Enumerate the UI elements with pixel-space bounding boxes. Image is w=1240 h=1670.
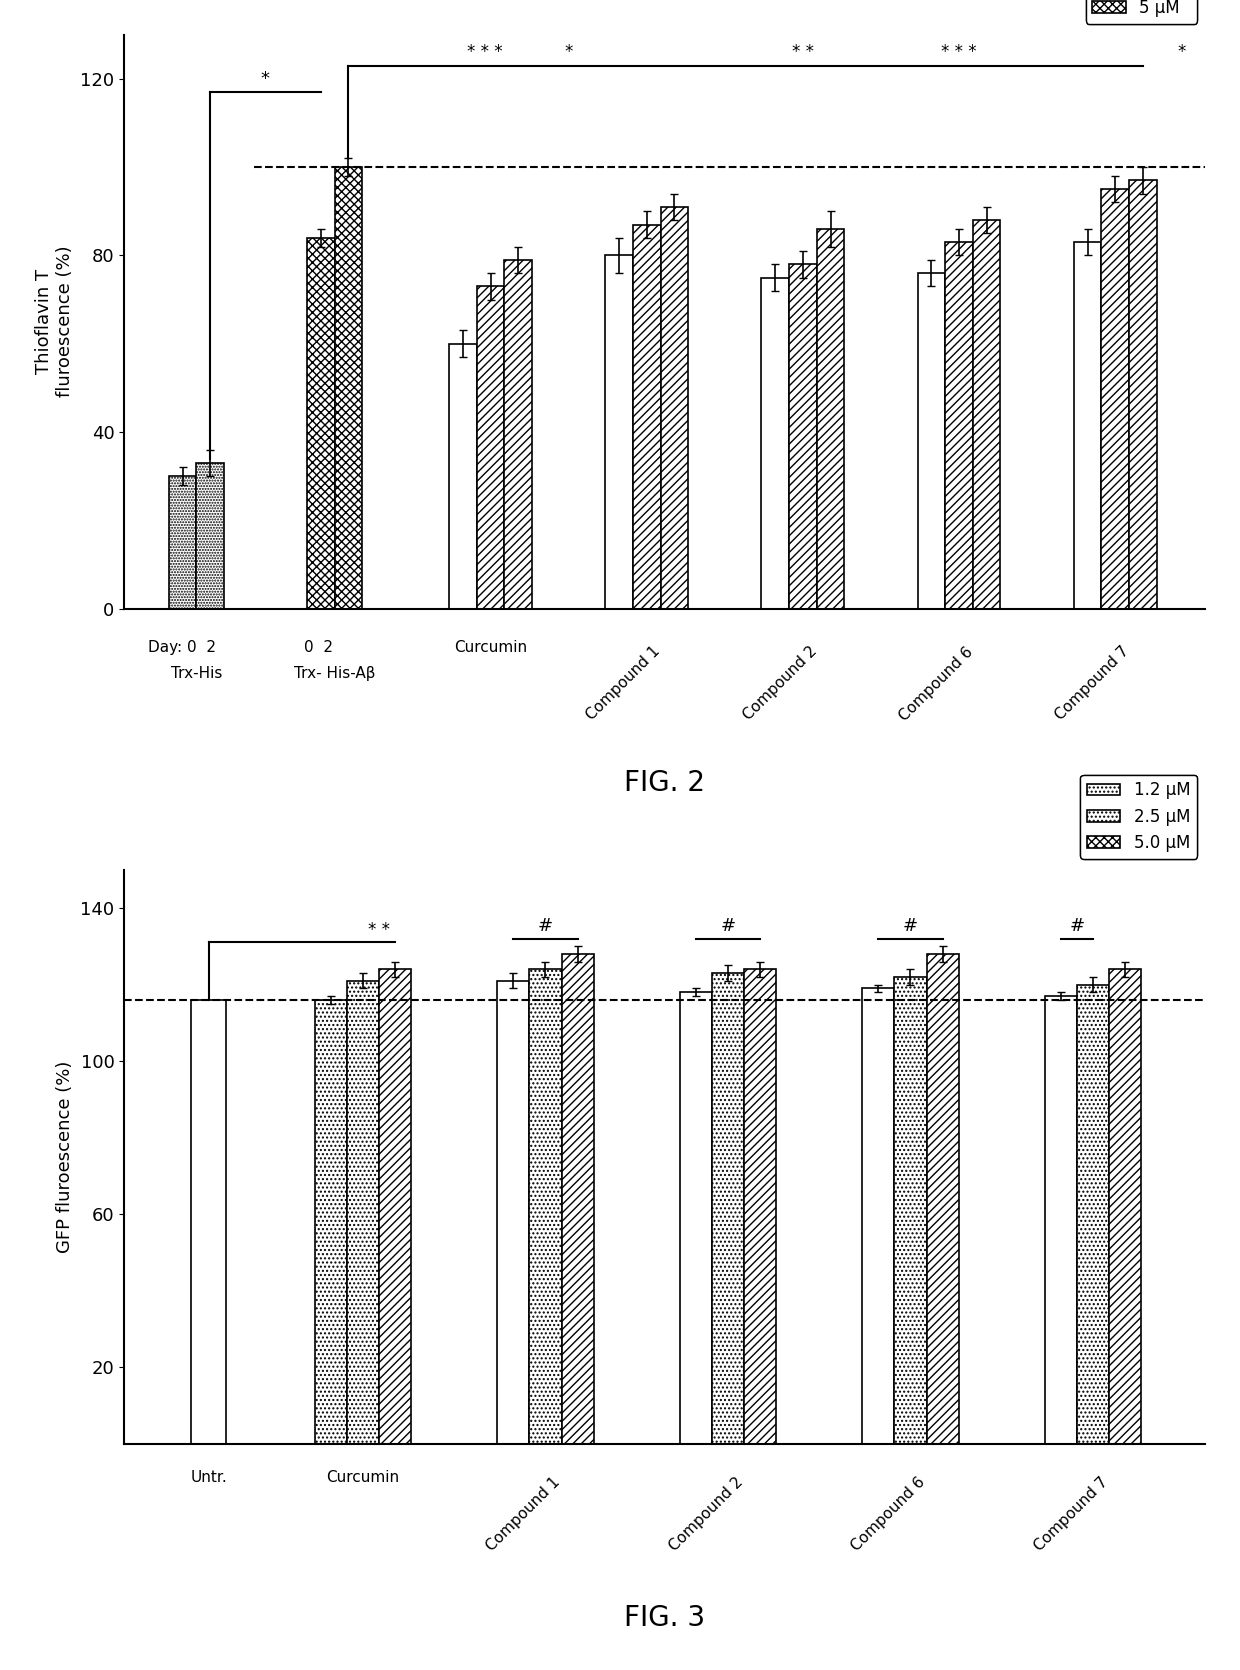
Text: Compound 6: Compound 6 (897, 645, 976, 723)
Text: 0  2: 0 2 (187, 640, 216, 655)
Legend: 1.2 μM, 2.5 μM, 5.0 μM: 1.2 μM, 2.5 μM, 5.0 μM (1080, 775, 1197, 858)
Bar (196, 463, 224, 608)
Bar (761, 277, 789, 608)
Bar (505, 261, 532, 608)
Text: *: * (564, 43, 573, 62)
Text: * * *: * * * (941, 43, 977, 62)
Bar (862, 989, 894, 1443)
Bar (926, 954, 959, 1443)
Text: #: # (720, 917, 735, 935)
Bar (449, 344, 477, 608)
Text: Untr.: Untr. (190, 1470, 227, 1485)
Bar (894, 977, 926, 1443)
Text: Compound 2: Compound 2 (666, 1475, 745, 1553)
Text: * *: * * (792, 43, 813, 62)
Bar (1109, 969, 1141, 1443)
Text: * * *: * * * (466, 43, 502, 62)
Bar (497, 980, 529, 1443)
Text: #: # (1069, 917, 1085, 935)
Text: Curcumin: Curcumin (326, 1470, 399, 1485)
Bar (562, 954, 594, 1443)
Bar (306, 237, 335, 608)
Text: Compound 6: Compound 6 (848, 1475, 928, 1553)
Bar (379, 969, 412, 1443)
Bar (1128, 180, 1157, 608)
Bar (945, 242, 973, 608)
Bar (973, 220, 1001, 608)
Text: *: * (260, 70, 270, 89)
Bar (661, 207, 688, 608)
Text: Compound 2: Compound 2 (740, 645, 820, 723)
Bar (335, 167, 362, 608)
Y-axis label: Thioflavin T
fluroescence (%): Thioflavin T fluroescence (%) (35, 245, 73, 397)
Bar (347, 980, 379, 1443)
Text: Curcumin: Curcumin (454, 640, 527, 655)
Bar (632, 224, 661, 608)
Text: Trx- His-Aβ: Trx- His-Aβ (294, 666, 376, 681)
Bar (789, 264, 817, 608)
Bar (1074, 242, 1101, 608)
Text: FIG. 3: FIG. 3 (624, 1605, 706, 1632)
Legend: 20 μM, 10 μM, 5 μM: 20 μM, 10 μM, 5 μM (1086, 0, 1197, 23)
Bar (744, 969, 776, 1443)
Bar (477, 286, 505, 608)
Text: #: # (903, 917, 918, 935)
Text: Compound 1: Compound 1 (484, 1475, 563, 1553)
Text: FIG. 2: FIG. 2 (624, 770, 706, 797)
Bar (680, 992, 712, 1443)
Text: Compound 7: Compound 7 (1053, 645, 1132, 723)
Text: * *: * * (368, 920, 391, 939)
Text: Trx-His: Trx-His (171, 666, 222, 681)
Text: Compound 7: Compound 7 (1030, 1475, 1111, 1553)
Bar (918, 274, 945, 608)
Y-axis label: GFP fluroescence (%): GFP fluroescence (%) (56, 1060, 73, 1252)
Text: #: # (538, 917, 553, 935)
Bar (1076, 985, 1109, 1443)
Bar (712, 974, 744, 1443)
Text: *: * (1177, 43, 1185, 62)
Bar (1044, 995, 1076, 1443)
Bar (817, 229, 844, 608)
Text: Compound 1: Compound 1 (584, 645, 663, 723)
Text: Day:: Day: (148, 640, 187, 655)
Bar (169, 476, 196, 608)
Bar (191, 1000, 227, 1443)
Bar (315, 1000, 347, 1443)
Text: 0  2: 0 2 (305, 640, 334, 655)
Bar (1101, 189, 1128, 608)
Bar (529, 969, 562, 1443)
Bar (605, 256, 632, 608)
